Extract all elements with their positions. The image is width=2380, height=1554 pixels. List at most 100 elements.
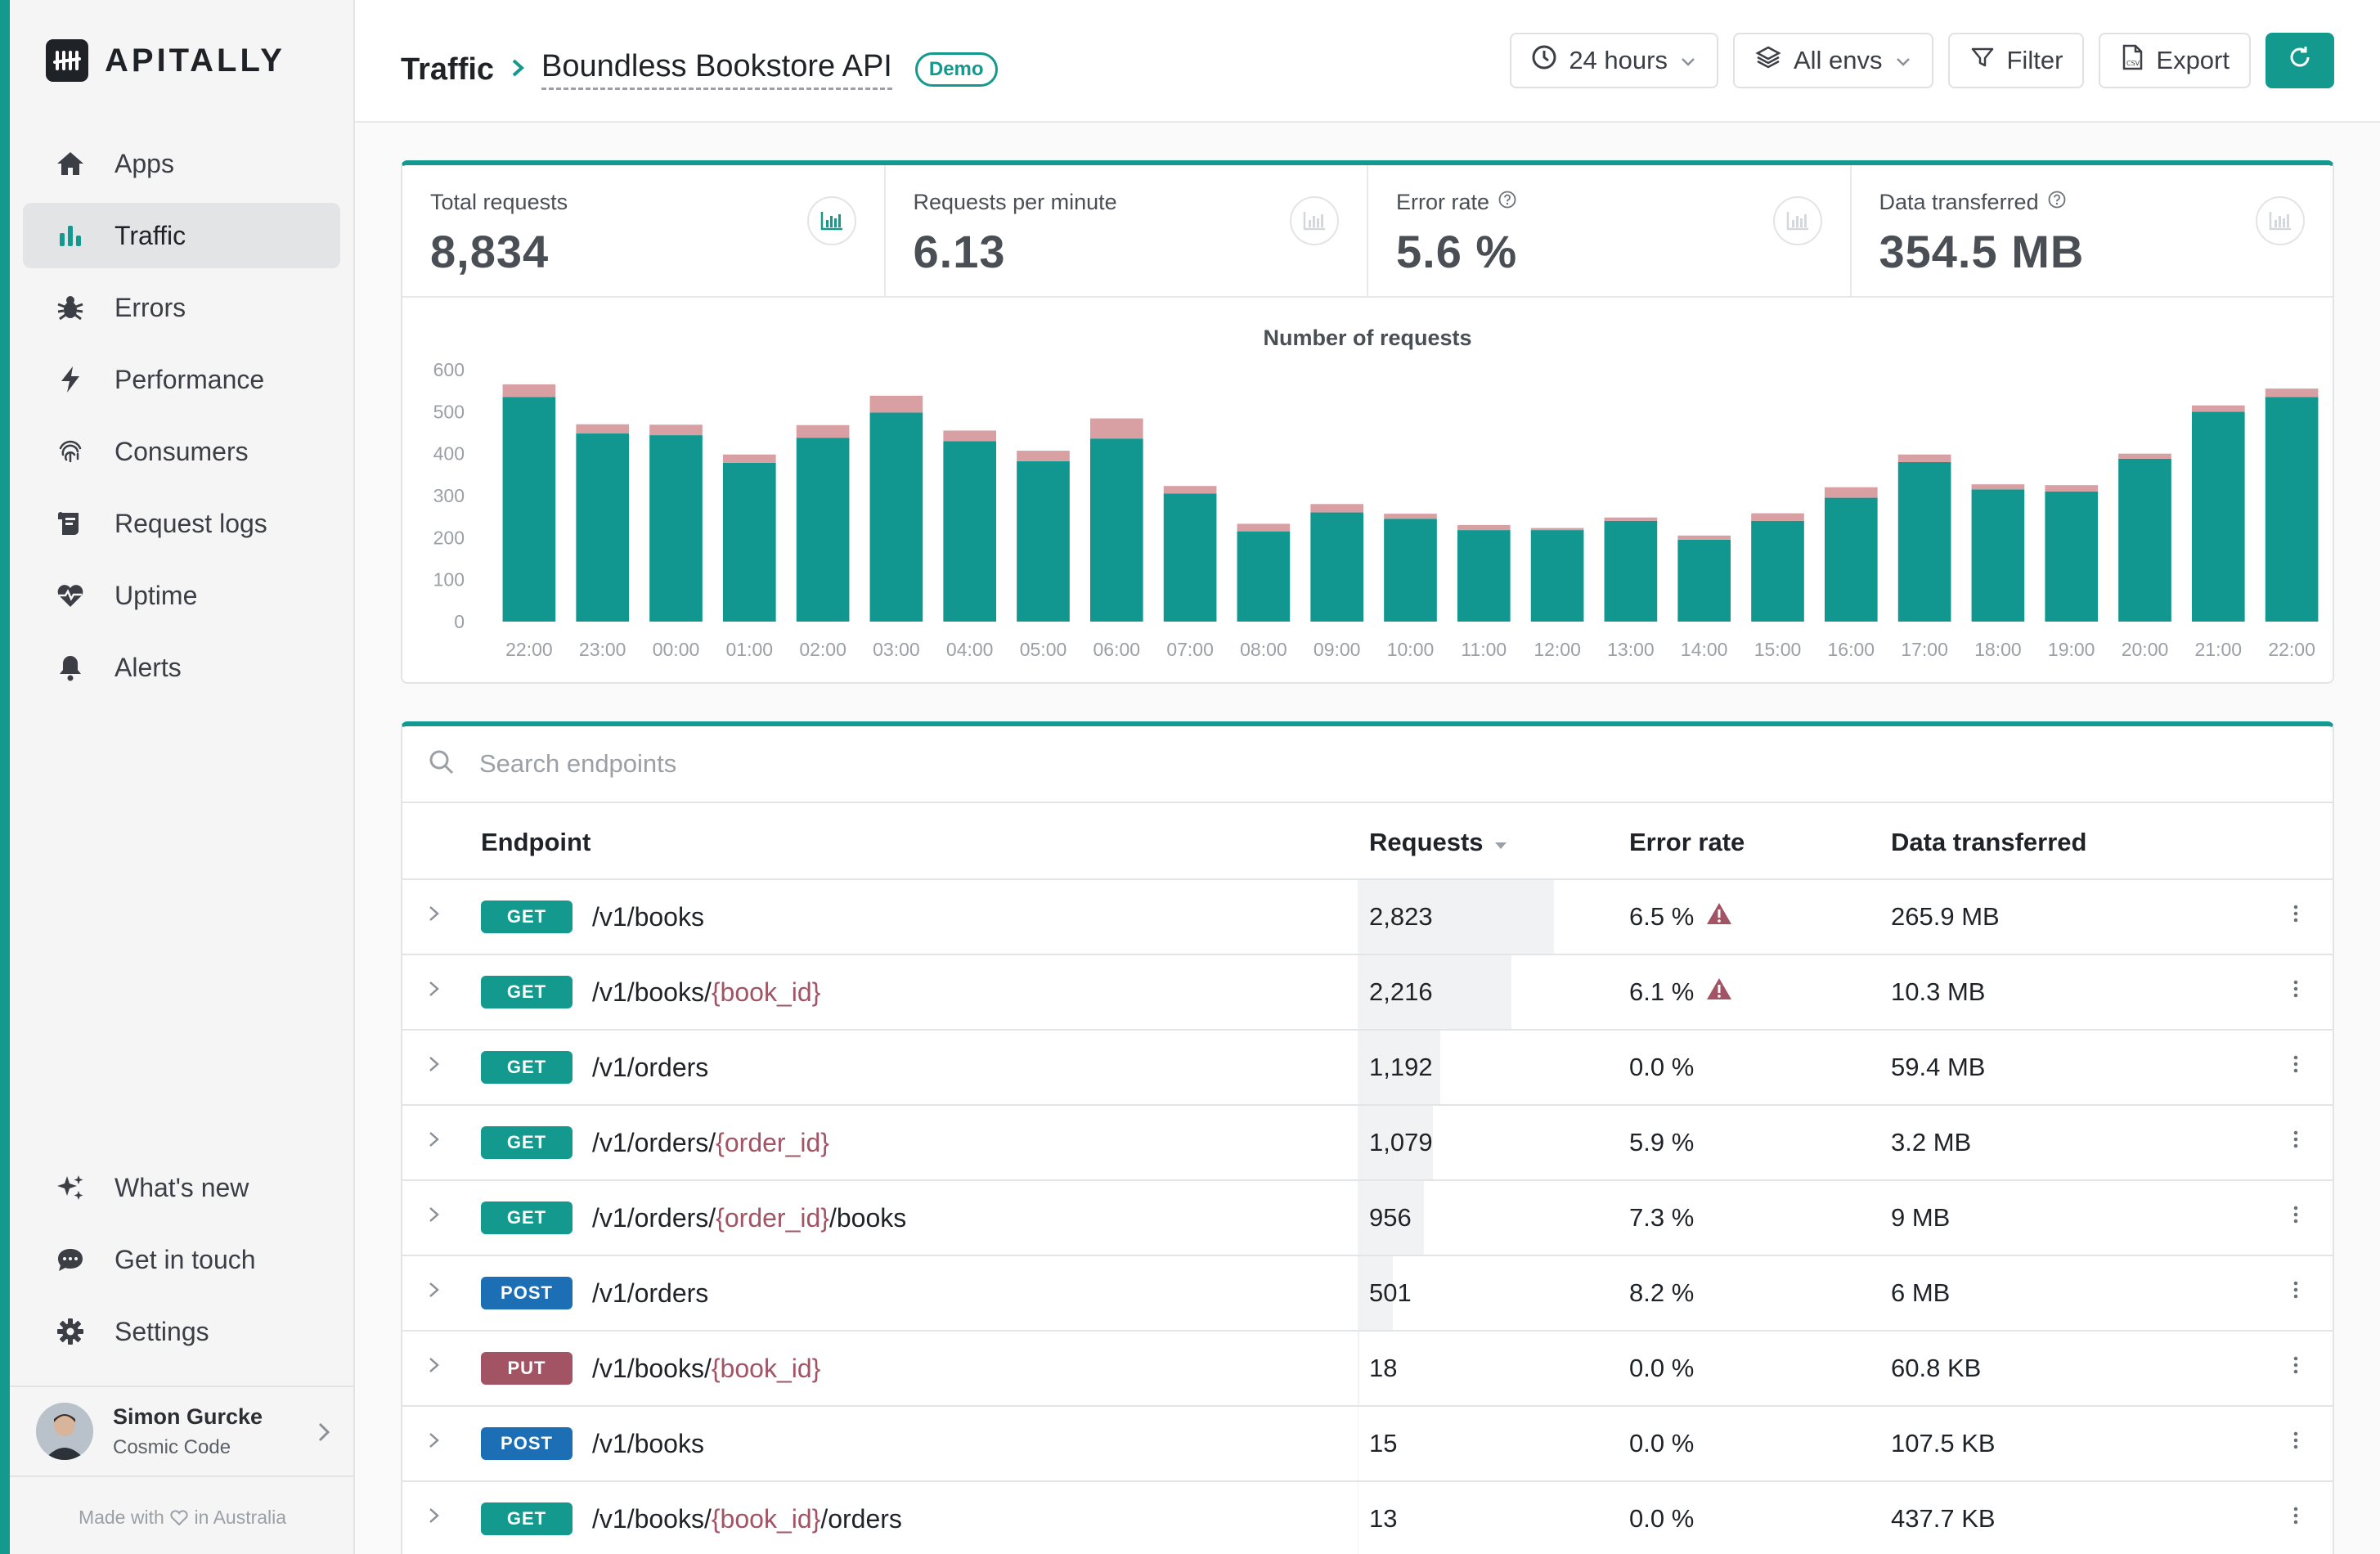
bar-successful-12-00[interactable] [1530,530,1584,622]
sidebar-item-request-logs[interactable]: Request logs [23,491,340,556]
table-row[interactable]: PUT/v1/books/{book_id} 18 0.0 % 60.8 KB [402,1332,2333,1407]
bar-successful-10-00[interactable] [1384,519,1437,622]
bar-successful-18-00[interactable] [1971,489,2025,622]
chart-icon[interactable] [2256,196,2305,245]
bar-errors-22-00[interactable] [2265,388,2319,397]
stat-data-transferred[interactable]: Data transferred 354.5 MB [1852,165,2333,296]
expand-row-button[interactable] [425,1407,443,1480]
table-row[interactable]: GET/v1/orders/{order_id} 1,079 5.9 % 3.2 MB [402,1106,2333,1181]
expand-row-button[interactable] [425,1181,443,1255]
chart-icon[interactable] [1290,196,1339,245]
bar-errors-22-00[interactable] [502,384,556,397]
bar-errors-17-00[interactable] [1897,454,1951,462]
bar-errors-00-00[interactable] [649,424,703,436]
sidebar-item-alerts[interactable]: Alerts [23,635,340,700]
bar-successful-16-00[interactable] [1824,497,1878,622]
bar-successful-02-00[interactable] [796,438,850,622]
bar-errors-19-00[interactable] [2045,485,2099,492]
sidebar-item-errors[interactable]: Errors [23,275,340,340]
env-dropdown[interactable]: All envs [1732,33,1933,88]
table-row[interactable]: GET/v1/books/{book_id} 2,216 6.1 % 10.3 MB [402,955,2333,1031]
bar-errors-13-00[interactable] [1604,517,1658,521]
sidebar-item-consumers[interactable]: Consumers [23,419,340,484]
row-menu-button[interactable] [2292,1106,2300,1179]
bar-errors-05-00[interactable] [1017,451,1070,461]
column-data-transferred[interactable]: Data transferred [1891,828,2086,857]
bar-successful-22-00[interactable] [502,397,556,622]
bar-successful-06-00[interactable] [1089,438,1143,622]
bar-errors-18-00[interactable] [1971,484,2025,490]
row-menu-button[interactable] [2292,1407,2300,1480]
sidebar-item-get-in-touch[interactable]: Get in touch [23,1227,340,1292]
expand-row-button[interactable] [425,1106,443,1179]
expand-row-button[interactable] [425,1482,443,1554]
time-range-dropdown[interactable]: 24 hours [1510,33,1718,88]
sidebar-item-settings[interactable]: Settings [23,1299,340,1364]
bar-errors-21-00[interactable] [2191,405,2245,412]
stat-total-requests[interactable]: Total requests 8,834 [402,165,886,296]
row-menu-button[interactable] [2292,955,2300,1029]
bar-successful-05-00[interactable] [1017,460,1070,622]
search-input[interactable] [479,749,1461,779]
column-error-rate[interactable]: Error rate [1629,828,1745,857]
bar-errors-16-00[interactable] [1824,487,1878,498]
sidebar-item-traffic[interactable]: Traffic [23,203,340,268]
row-menu-button[interactable] [2292,1482,2300,1554]
bar-successful-21-00[interactable] [2191,411,2245,622]
bar-successful-03-00[interactable] [869,412,923,622]
bar-errors-07-00[interactable] [1163,486,1217,494]
row-menu-button[interactable] [2292,1181,2300,1255]
bar-successful-20-00[interactable] [2118,458,2171,622]
bar-errors-01-00[interactable] [722,454,776,463]
refresh-button[interactable] [2265,33,2334,88]
bar-successful-08-00[interactable] [1237,531,1291,622]
table-row[interactable]: GET/v1/orders 1,192 0.0 % 59.4 MB [402,1031,2333,1106]
chart-icon[interactable] [806,196,856,245]
expand-row-button[interactable] [425,1332,443,1405]
row-menu-button[interactable] [2292,1256,2300,1330]
sidebar-item-apps[interactable]: Apps [23,131,340,196]
help-icon[interactable] [2047,190,2067,215]
expand-row-button[interactable] [425,1031,443,1104]
expand-row-button[interactable] [425,955,443,1029]
requests-chart[interactable]: 0 100 200 300 400 500 600 22:00 23:00 00:00 01:00 0… [402,345,2333,680]
bar-errors-15-00[interactable] [1751,513,1804,521]
bar-successful-17-00[interactable] [1897,461,1951,622]
row-menu-button[interactable] [2292,1031,2300,1104]
bar-errors-20-00[interactable] [2118,453,2171,459]
stat-requests-per-minute[interactable]: Requests per minute 6.13 [886,165,1368,296]
column-requests[interactable]: Requests [1369,828,1508,857]
row-menu-button[interactable] [2292,880,2300,954]
filter-button[interactable]: Filter [1947,33,2085,88]
app-selector[interactable]: Boundless Bookstore API [541,49,892,90]
stat-error-rate[interactable]: Error rate 5.6 % [1368,165,1852,296]
bar-successful-01-00[interactable] [722,462,776,622]
bar-errors-06-00[interactable] [1089,418,1143,439]
sidebar-item-what-s-new[interactable]: What's new [23,1155,340,1220]
bar-successful-09-00[interactable] [1310,512,1364,622]
table-row[interactable]: GET/v1/books/{book_id}/orders 13 0.0 % 437.… [402,1482,2333,1554]
bar-errors-02-00[interactable] [796,424,850,438]
bar-successful-23-00[interactable] [576,433,630,622]
bar-successful-14-00[interactable] [1677,539,1731,622]
table-row[interactable]: GET/v1/books 2,823 6.5 % 265.9 MB [402,880,2333,955]
bar-errors-08-00[interactable] [1237,523,1291,532]
bar-errors-04-00[interactable] [943,430,997,442]
bar-errors-23-00[interactable] [576,424,630,434]
sidebar-item-uptime[interactable]: Uptime [23,563,340,628]
table-row[interactable]: GET/v1/orders/{order_id}/books 956 7.3 % 9 … [402,1181,2333,1256]
bar-successful-07-00[interactable] [1163,493,1217,622]
bar-errors-11-00[interactable] [1457,524,1511,531]
help-icon[interactable] [1498,190,1517,215]
row-menu-button[interactable] [2292,1332,2300,1405]
bar-successful-15-00[interactable] [1751,520,1804,622]
expand-row-button[interactable] [425,880,443,954]
bar-successful-11-00[interactable] [1457,530,1511,622]
column-endpoint[interactable]: Endpoint [481,828,591,857]
bar-successful-19-00[interactable] [2045,491,2099,622]
bar-errors-12-00[interactable] [1530,528,1584,531]
table-row[interactable]: POST/v1/books 15 0.0 % 107.5 KB [402,1407,2333,1482]
bar-successful-22-00[interactable] [2265,397,2319,622]
table-row[interactable]: POST/v1/orders 501 8.2 % 6 MB [402,1256,2333,1332]
bar-errors-14-00[interactable] [1677,535,1731,540]
